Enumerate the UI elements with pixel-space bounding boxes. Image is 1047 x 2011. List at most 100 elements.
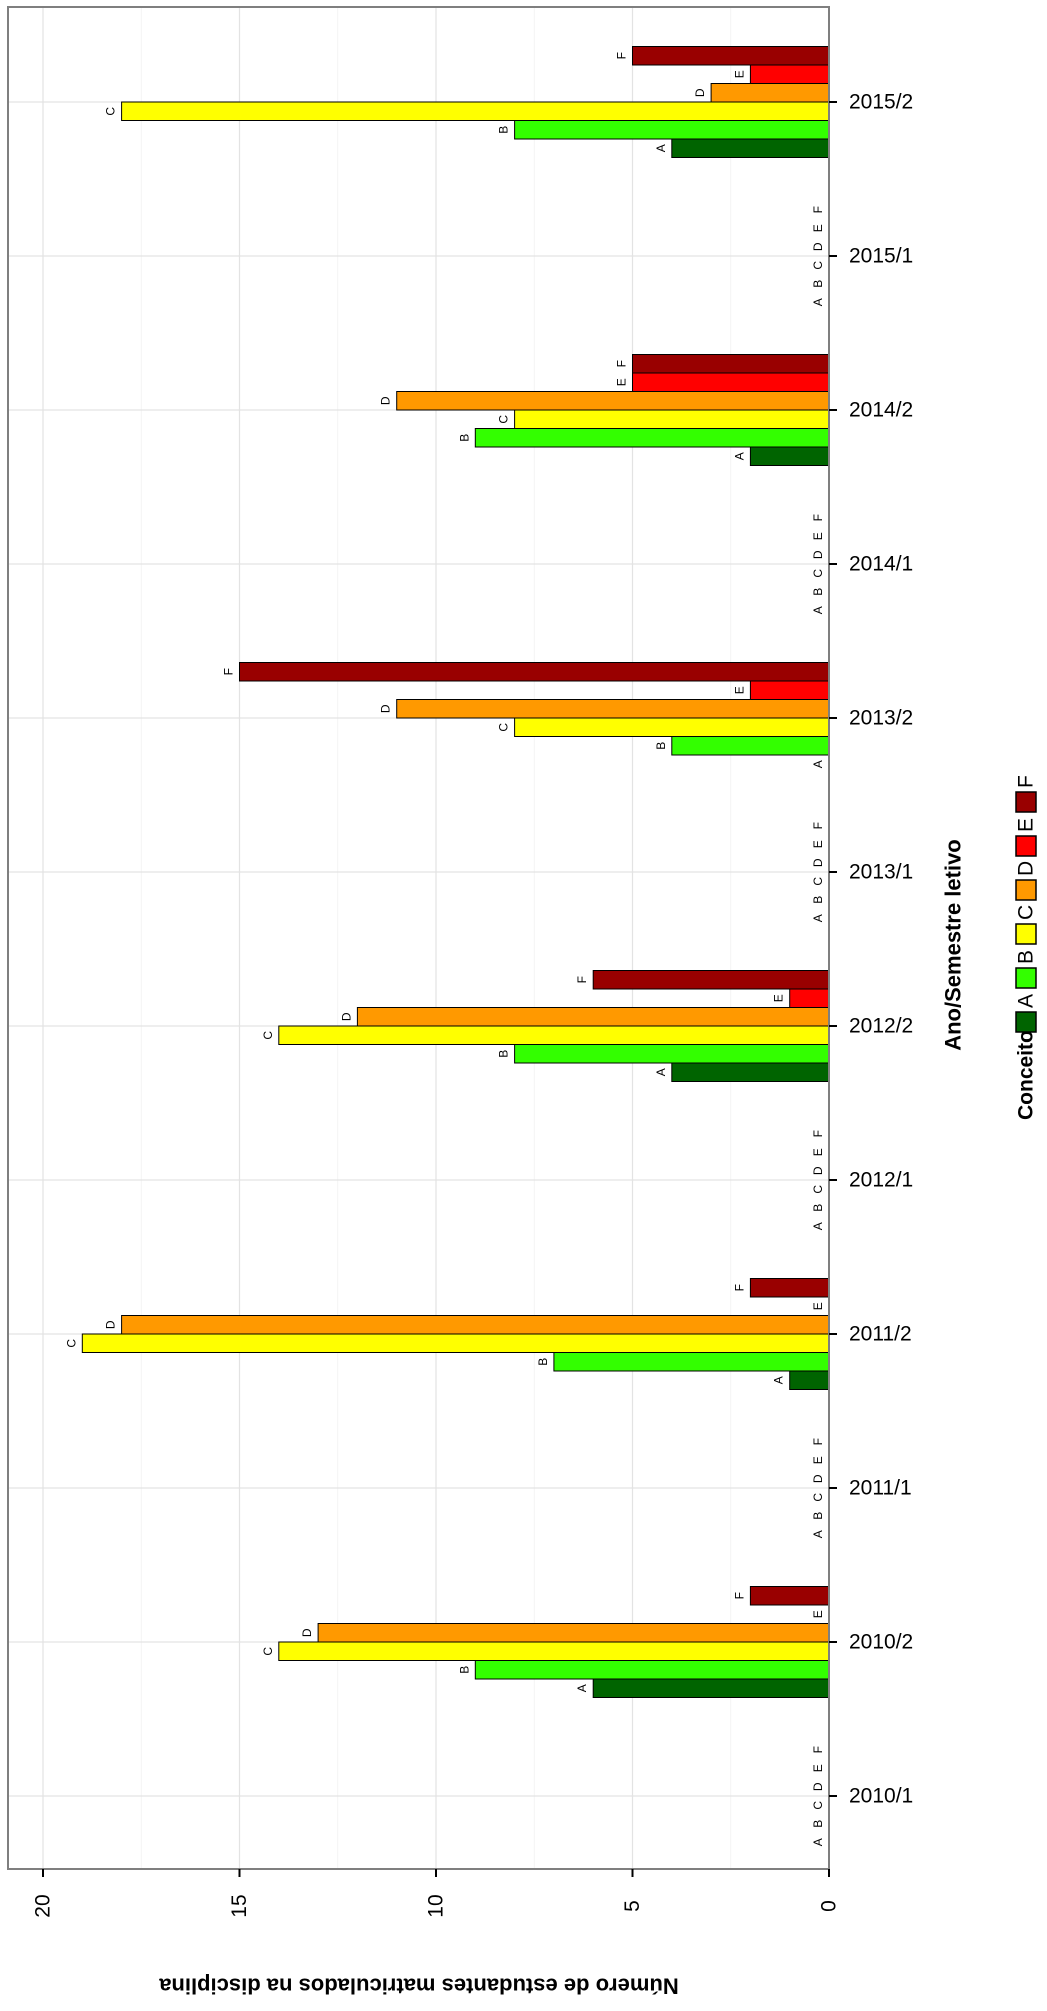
bar-label-E: E xyxy=(811,1456,825,1464)
bar-label-F: F xyxy=(732,1592,746,1599)
bar-label-C: C xyxy=(261,1031,275,1040)
bar-label-D: D xyxy=(811,550,825,559)
legend-key-F xyxy=(1015,791,1037,813)
legend-label-B: B xyxy=(1015,950,1038,964)
plot-background xyxy=(8,7,829,1869)
value-tick-label: 15 xyxy=(228,1894,251,1917)
bar-label-A: A xyxy=(811,760,825,768)
bar-label-D: D xyxy=(339,1012,353,1021)
bar-label-A: A xyxy=(654,144,668,152)
bar-label-E: E xyxy=(811,224,825,232)
bar-label-B: B xyxy=(536,1358,550,1366)
bar-D xyxy=(396,391,830,411)
bar-B xyxy=(671,736,830,756)
bar-label-B: B xyxy=(654,742,668,750)
bar-C xyxy=(514,717,830,737)
bar-label-D: D xyxy=(379,396,393,405)
bar-label-C: C xyxy=(811,1801,825,1810)
bar-label-F: F xyxy=(615,52,629,59)
bar-label-D: D xyxy=(104,1320,118,1329)
bar-label-C: C xyxy=(811,569,825,578)
bar-E xyxy=(749,64,830,84)
bar-label-C: C xyxy=(104,107,118,116)
bar-label-A: A xyxy=(811,298,825,306)
bar-label-D: D xyxy=(811,1474,825,1483)
bar-F xyxy=(239,662,830,682)
bar-label-E: E xyxy=(811,1148,825,1156)
value-tick-label: 5 xyxy=(621,1900,644,1912)
bar-label-E: E xyxy=(811,840,825,848)
bar-label-C: C xyxy=(497,415,511,424)
bar-B xyxy=(514,120,830,140)
legend-key-B xyxy=(1015,967,1037,989)
value-tick-label: 0 xyxy=(818,1900,841,1912)
bar-C xyxy=(514,409,830,429)
category-tick-label: 2013/1 xyxy=(849,861,913,884)
bar-D xyxy=(121,1315,830,1335)
bar-label-C: C xyxy=(811,1493,825,1502)
bar-F xyxy=(592,970,830,990)
bar-label-A: A xyxy=(811,606,825,614)
bar-label-B: B xyxy=(811,588,825,596)
value-axis-title: Número de estudantes matriculados na dis… xyxy=(158,1974,678,1999)
bar-label-A: A xyxy=(811,914,825,922)
bar-B xyxy=(474,1660,830,1680)
bar-C xyxy=(121,101,830,121)
bar-label-F: F xyxy=(732,1284,746,1291)
plot-border xyxy=(7,6,830,1870)
category-tick-label: 2010/2 xyxy=(849,1631,913,1654)
axes: 2010/1 2010/2 2011/1 2011/2 2012/1 2012/2 2013… xyxy=(7,6,966,1999)
bar-label-F: F xyxy=(811,514,825,521)
bar-A xyxy=(671,138,830,158)
legend: Conceito A B C D E F xyxy=(1015,775,1038,1120)
bar-label-A: A xyxy=(732,452,746,460)
value-tick-label: 20 xyxy=(32,1894,55,1917)
bar-label-B: B xyxy=(457,434,471,442)
bar-label-C: C xyxy=(261,1647,275,1656)
category-tick-label: 2014/2 xyxy=(849,399,913,422)
bar-B xyxy=(474,428,830,448)
bar-C xyxy=(278,1641,830,1661)
value-tick-label: 10 xyxy=(425,1894,448,1917)
legend-label-D: D xyxy=(1015,861,1038,876)
bar-A xyxy=(592,1678,830,1698)
bar-label-A: A xyxy=(654,1068,668,1076)
bar-label-B: B xyxy=(457,1666,471,1674)
bar-label-A: A xyxy=(575,1684,589,1692)
bar-label-D: D xyxy=(811,1782,825,1791)
category-tick-label: 2010/1 xyxy=(849,1785,913,1808)
bar-label-C: C xyxy=(811,261,825,270)
bar-label-B: B xyxy=(497,1050,511,1058)
bar-label-E: E xyxy=(811,1302,825,1310)
bar-A xyxy=(789,1370,830,1390)
category-tick-label: 2012/2 xyxy=(849,1015,913,1038)
bar-label-E: E xyxy=(811,1764,825,1772)
bar-label-F: F xyxy=(222,668,236,675)
bar-label-F: F xyxy=(811,1130,825,1137)
legend-key-C xyxy=(1015,923,1037,945)
bar-label-B: B xyxy=(811,1820,825,1828)
bar-label-F: F xyxy=(575,976,589,983)
bar-D xyxy=(317,1623,830,1643)
bar-D xyxy=(710,83,830,103)
bar-label-F: F xyxy=(811,1438,825,1445)
bar-label-F: F xyxy=(811,822,825,829)
bar-E xyxy=(749,680,830,700)
plot-area: A B C D E F A B C D E F A B C D E F A B C D E F A B C D E F A B C D E F A B C D… xyxy=(8,7,830,1869)
bar-label-D: D xyxy=(693,88,707,97)
category-tick-label: 2013/2 xyxy=(849,707,913,730)
bar-label-B: B xyxy=(811,896,825,904)
bar-label-B: B xyxy=(497,126,511,134)
bar-label-C: C xyxy=(64,1339,78,1348)
bar-A xyxy=(671,1062,830,1082)
category-tick-label: 2012/1 xyxy=(849,1169,913,1192)
legend-label-A: A xyxy=(1015,994,1038,1008)
bar-label-B: B xyxy=(811,1204,825,1212)
category-axis-title: Ano/Semestre letivo xyxy=(941,839,966,1051)
category-tick-label: 2011/1 xyxy=(849,1477,912,1500)
category-tick-label: 2015/1 xyxy=(849,245,913,268)
legend-key-D xyxy=(1015,879,1037,901)
bar-F xyxy=(749,1586,830,1606)
bar-label-F: F xyxy=(615,360,629,367)
